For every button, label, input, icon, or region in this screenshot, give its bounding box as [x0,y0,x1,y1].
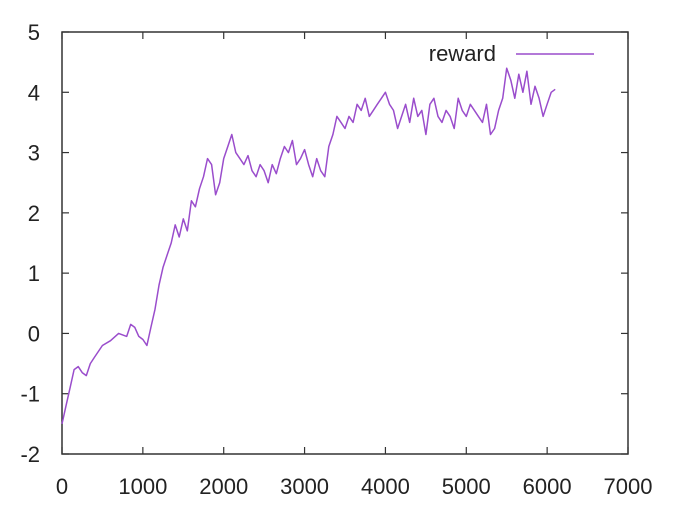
y-tick-label: 0 [28,321,40,346]
y-tick-label: -2 [20,442,40,467]
y-tick-label: 4 [28,80,40,105]
y-tick-label: 1 [28,261,40,286]
series-line-reward [61,67,556,425]
legend: reward [429,41,594,66]
x-tick-label: 6000 [523,474,572,499]
series-layer [61,67,556,425]
axis-ticks [61,31,629,455]
x-tick-label: 5000 [442,474,491,499]
plot-area [61,31,629,455]
y-tick-label: -1 [20,382,40,407]
x-tick-label: 7000 [604,474,653,499]
y-tick-label: 5 [28,20,40,45]
x-tick-label: 1000 [118,474,167,499]
y-tick-label: 2 [28,201,40,226]
x-tick-label: 2000 [199,474,248,499]
x-tick-labels: 0 1000 2000 3000 4000 5000 6000 7000 [56,474,653,499]
y-tick-label: 3 [28,141,40,166]
x-tick-label: 3000 [280,474,329,499]
y-tick-labels: -2 -1 0 1 2 3 4 5 [20,20,40,467]
legend-label-reward: reward [429,41,496,66]
x-tick-label: 4000 [361,474,410,499]
x-tick-label: 0 [56,474,68,499]
